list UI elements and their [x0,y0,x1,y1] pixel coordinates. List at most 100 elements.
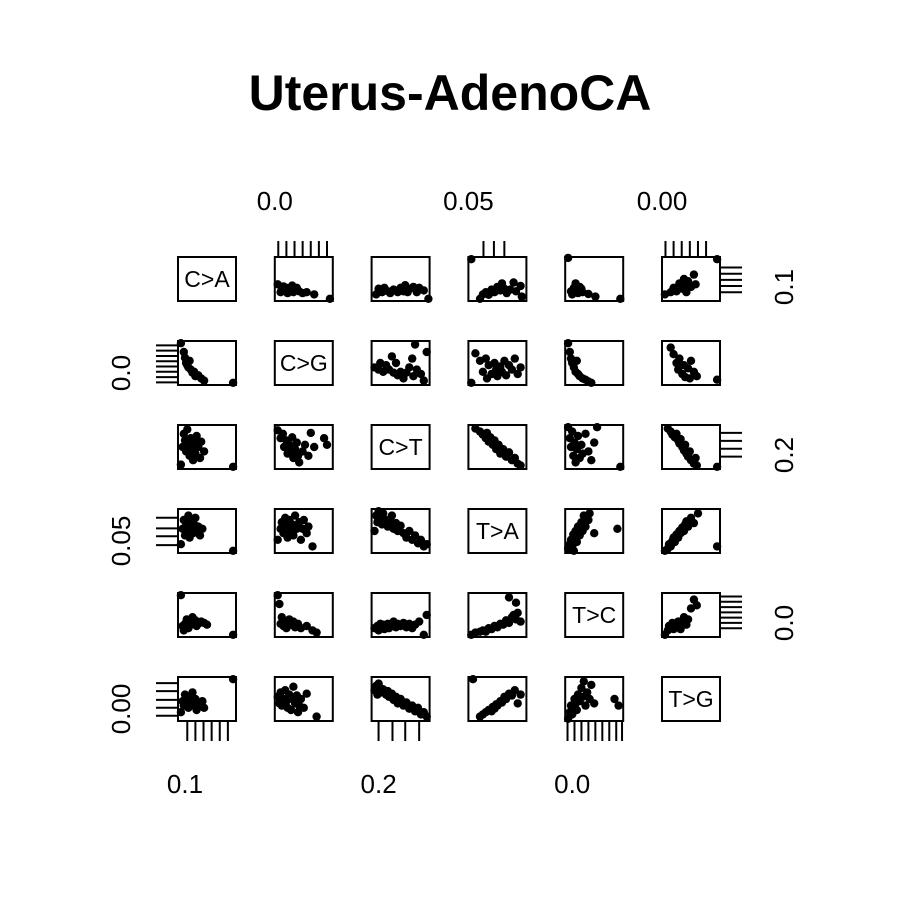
data-point [176,460,186,469]
data-point [285,440,294,449]
data-point [176,591,186,600]
data-point [510,354,519,363]
panel-frame-r0-c1 [273,256,334,302]
data-point [513,608,522,617]
data-point [614,701,623,710]
data-point [300,440,310,449]
data-point [712,375,722,384]
data-point [405,363,414,372]
data-point [568,427,577,436]
tick-label-top: 0.00 [637,186,688,216]
data-point [507,365,517,374]
panel-frame-r5-c2 [370,676,431,722]
data-point [228,462,238,471]
data-point [681,440,690,449]
panel-frame-r3-c1 [273,508,334,554]
data-point [513,699,522,708]
panel-frame-r1-c2 [370,340,431,386]
data-point [577,440,586,449]
panel-frame-r0-c4 [564,256,625,302]
data-point [199,376,209,385]
data-point [610,694,619,704]
panel-frame-r0-c0 [177,256,237,302]
data-point [188,688,197,697]
data-point [306,428,315,438]
panel-frame-r1-c0 [177,340,237,386]
data-point [683,615,693,624]
data-point [202,620,212,629]
panel-frame-r1-c1 [273,340,334,386]
data-point [319,434,329,443]
data-point [304,451,313,460]
data-point [290,511,300,520]
data-point [563,253,573,263]
data-point [585,509,594,518]
data-point [581,429,590,438]
data-point [308,542,317,551]
data-point [516,363,525,372]
panel-frame-r4-c4 [564,592,625,638]
panel-frame-r0-c3 [467,256,528,302]
data-point [590,699,599,708]
panel-frame-r1-c5 [661,340,721,386]
data-point [584,515,593,525]
data-point [504,448,514,457]
data-point [405,526,414,536]
data-point [188,456,198,465]
data-point [419,630,428,639]
data-point [691,280,700,289]
data-point [572,537,581,547]
data-point [198,524,207,533]
data-point [387,352,397,361]
panel-frame-r4-c5 [661,592,721,638]
data-point [191,513,200,522]
data-point [410,531,420,540]
panel-frame-r4-c3 [467,592,528,638]
data-point [689,270,699,279]
data-point [183,425,192,434]
data-point [292,524,301,533]
data-point [471,349,480,358]
data-point [370,526,379,536]
data-point [712,462,722,471]
data-point [293,708,303,717]
tick-label-left: 0.00 [106,684,136,735]
data-point [228,675,238,684]
data-point [504,593,514,602]
variable-label: T>G [668,686,713,712]
data-point [415,617,424,626]
data-point [572,705,581,715]
data-point [312,628,321,637]
data-point [587,456,596,465]
data-point [692,601,701,610]
data-point [289,531,298,540]
tick-label-right: 0.0 [769,605,799,641]
data-point [192,431,201,441]
data-point [676,434,685,444]
data-point [302,621,311,631]
data-point [176,540,186,549]
tick-label-left: 0.05 [106,516,136,567]
tick-label-bottom: 0.0 [554,769,590,799]
data-point [613,524,622,533]
data-point [292,438,301,447]
pairs-grid: C>A C>G C>T T>A T>C T>G 0.0 0.05 0.00 0.1 0.2 0.0 0.… [106,186,799,799]
data-point [295,458,304,467]
data-point [686,356,696,365]
tick-label-top: 0.0 [257,186,293,216]
data-point [572,356,581,365]
data-point [516,617,525,626]
data-point [689,518,699,528]
data-point [616,462,625,471]
panel-frame-r2-c5 [661,424,721,470]
data-point [467,378,476,387]
data-point [422,540,431,549]
data-point [569,546,579,555]
data-point [616,294,625,303]
data-point [712,542,722,551]
data-point [408,354,417,363]
data-point [579,677,588,686]
data-point [325,294,335,303]
data-point [669,350,678,359]
panel-frame-r2-c1 [273,424,334,470]
